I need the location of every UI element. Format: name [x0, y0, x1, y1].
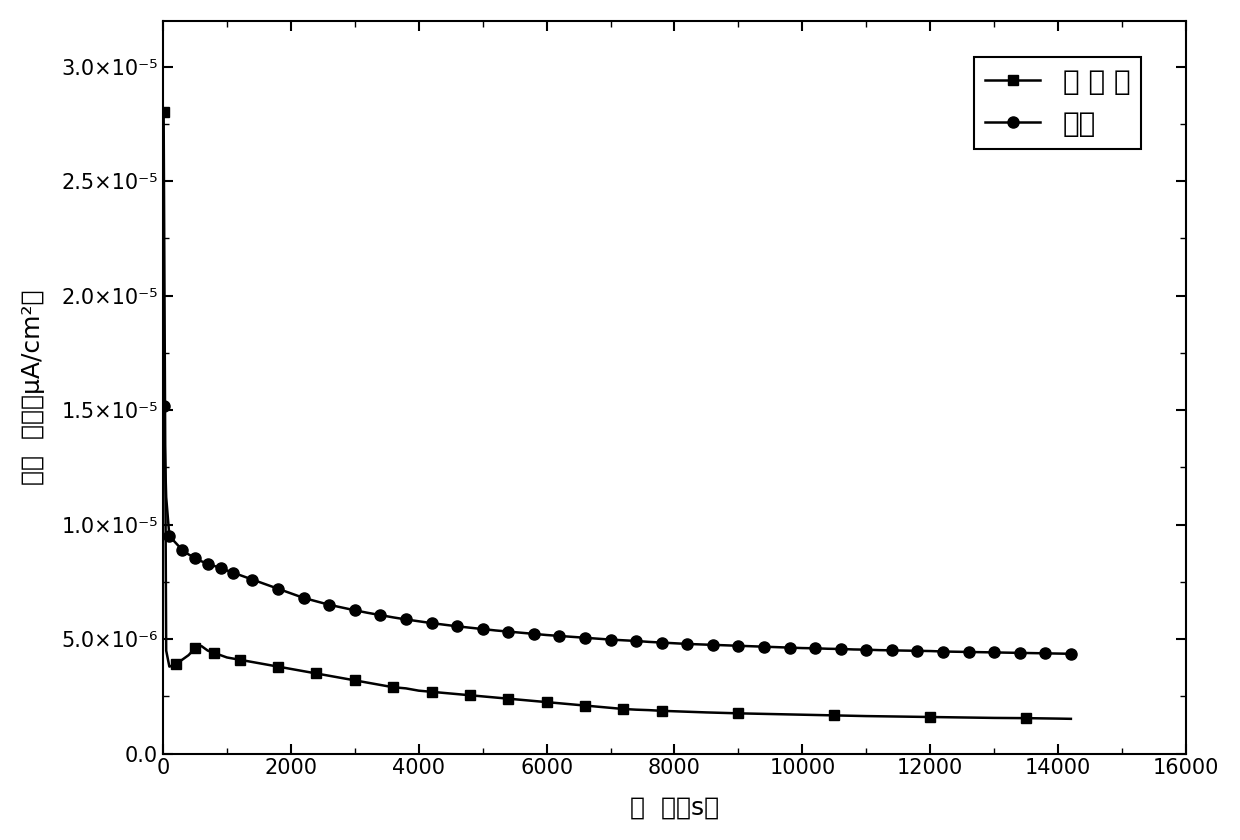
Line: 本 发 明: 本 发 明 [159, 108, 1076, 724]
Legend: 本 发 明, 基底: 本 发 明, 基底 [973, 57, 1141, 149]
Y-axis label: 电流  密度（μA/cm²）: 电流 密度（μA/cm²） [21, 290, 45, 485]
X-axis label: 时  间（s）: 时 间（s） [630, 795, 719, 819]
本 发 明 [1064, 714, 1079, 724]
基底 [475, 624, 490, 634]
基底 [463, 622, 477, 633]
基底 [309, 596, 324, 606]
本 发 明 [213, 650, 228, 660]
本 发 明 [270, 662, 285, 672]
基底 [641, 637, 656, 647]
基底 [335, 602, 350, 612]
本 发 明 [552, 698, 567, 708]
基底 [1064, 648, 1079, 659]
基底 [156, 401, 171, 411]
基底 [795, 643, 810, 654]
本 发 明 [296, 666, 311, 676]
本 发 明 [156, 108, 171, 118]
本 发 明 [335, 673, 350, 683]
本 发 明 [322, 670, 337, 680]
Line: 基底: 基底 [157, 400, 1076, 659]
